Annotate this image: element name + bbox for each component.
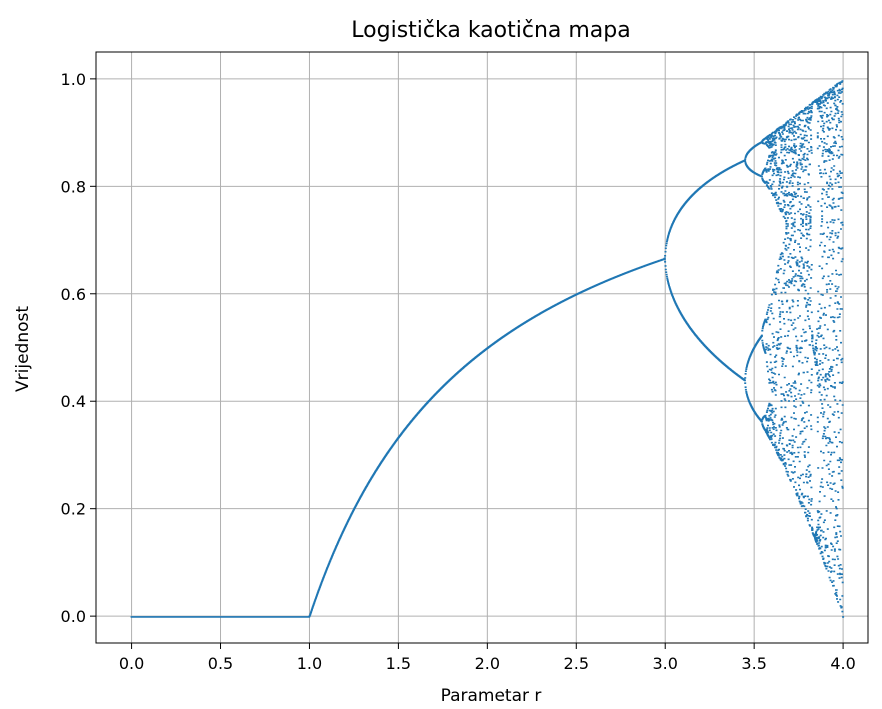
x-tick-label: 3.0 [652, 654, 677, 673]
chart-title: Logistička kaotična mapa [351, 18, 630, 43]
y-axis-ticks: 0.0 0.2 0.4 0.6 0.8 1.0 [61, 70, 96, 626]
y-tick-label: 0.2 [61, 500, 86, 519]
y-axis-label: Vrijednost [13, 306, 33, 392]
data-points [130, 80, 845, 618]
x-tick-label: 0.0 [119, 654, 144, 673]
x-tick-label: 4.0 [830, 654, 855, 673]
x-axis-label: Parametar r [441, 686, 542, 706]
y-tick-label: 1.0 [61, 70, 86, 89]
x-tick-label: 2.0 [475, 654, 500, 673]
x-tick-label: 3.5 [741, 654, 766, 673]
x-tick-label: 1.0 [297, 654, 322, 673]
grid [96, 52, 868, 643]
plot-frame [95, 51, 869, 644]
y-tick-label: 0.0 [61, 607, 86, 626]
x-tick-label: 0.5 [208, 654, 233, 673]
y-tick-label: 0.8 [61, 177, 86, 196]
x-tick-label: 2.5 [564, 654, 589, 673]
y-tick-label: 0.4 [61, 392, 86, 411]
bifurcation-points [130, 80, 845, 618]
y-tick-label: 0.6 [61, 285, 86, 304]
x-tick-label: 1.5 [386, 654, 411, 673]
x-axis-ticks: 0.0 0.5 1.0 1.5 2.0 2.5 3.0 3.5 4.0 [119, 643, 856, 673]
